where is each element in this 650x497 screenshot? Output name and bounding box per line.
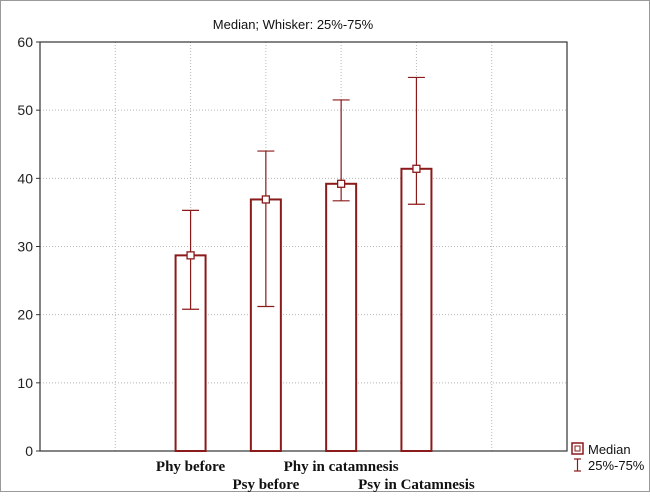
legend-median-swatch-inner: [575, 446, 580, 451]
bar: [326, 184, 356, 451]
median-marker: [413, 165, 420, 172]
category-label: Phy in catamnesis: [284, 459, 399, 475]
median-marker: [187, 252, 194, 259]
bar: [401, 169, 431, 451]
category-label: Phy before: [156, 459, 226, 475]
legend-median-label: Median: [588, 442, 631, 457]
category-label: Psy in Catamnesis: [358, 477, 475, 492]
y-tick-label: 40: [17, 170, 33, 186]
y-tick-label: 60: [17, 34, 33, 50]
chart-title: Median; Whisker: 25%-75%: [213, 17, 374, 32]
y-tick-label: 10: [17, 375, 33, 391]
median-marker: [338, 180, 345, 187]
legend-range-label: 25%-75%: [588, 458, 645, 473]
y-tick-label: 30: [17, 239, 33, 255]
category-label: Psy before: [232, 477, 299, 492]
y-tick-label: 50: [17, 102, 33, 118]
y-tick-label: 20: [17, 307, 33, 323]
median-marker: [262, 196, 269, 203]
y-tick-label: 0: [25, 443, 33, 459]
